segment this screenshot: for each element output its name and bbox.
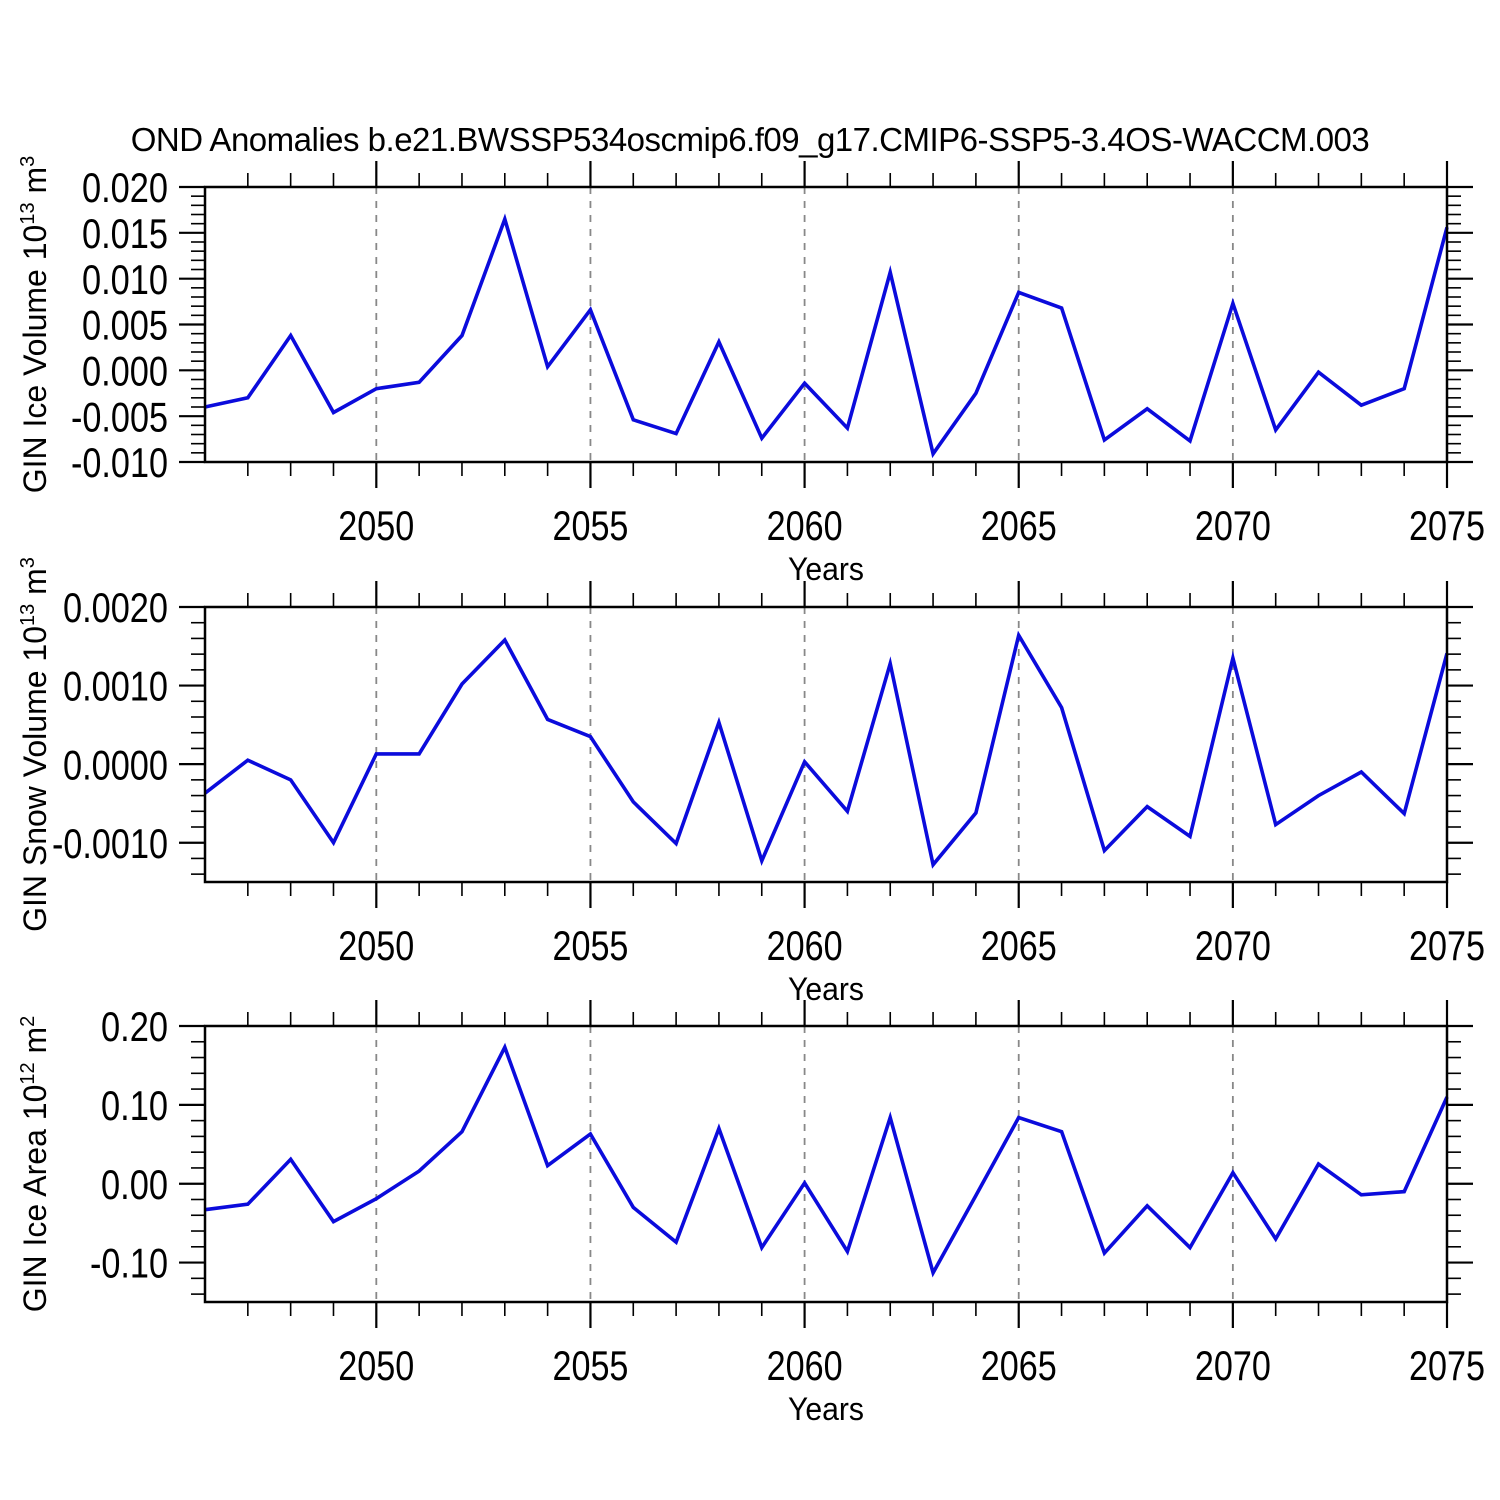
- y-axis-title: GIN Ice Volume 1013 m3: [17, 156, 53, 494]
- plot-border: [203, 605, 1449, 884]
- x-tick-label: 2070: [1195, 922, 1271, 969]
- x-tick-label: 2055: [552, 502, 628, 549]
- chart-gin-ice-area: 2050 2055 2060 2065 2070 2075 0.20 0.10 0.00 -0.1…: [17, 1000, 1485, 1427]
- x-tick-label: 2075: [1409, 922, 1485, 969]
- y-tick-label: 0.20: [101, 1003, 168, 1050]
- x-tick-label: 2060: [767, 1342, 843, 1389]
- x-tick-label: 2075: [1409, 1342, 1485, 1389]
- y-axis-title: GIN Snow Volume 1013 m3: [17, 557, 53, 932]
- y-tick-label: 0.0020: [63, 584, 168, 631]
- chart-gin-ice-volume: 2050 2055 2060 2065 2070 20750.0200.0150.0100…: [17, 156, 1485, 587]
- y-tick-label: -0.010: [71, 439, 168, 486]
- x-tick-label: 2065: [981, 922, 1057, 969]
- y-tick-label: -0.005: [71, 393, 168, 440]
- y-tick-label: 0.000: [82, 347, 168, 394]
- y-axis-title: GIN Ice Area 1012 m2: [17, 1016, 53, 1313]
- x-tick-label: 2065: [981, 1342, 1057, 1389]
- chart-line: [204, 213, 1449, 459]
- x-tick-label: 2055: [552, 922, 628, 969]
- y-tick-label: 0.00: [101, 1161, 168, 1208]
- x-tick-label: 2065: [981, 502, 1057, 549]
- y-tick-label: -0.10: [90, 1240, 168, 1287]
- x-axis-title: Years: [788, 1391, 864, 1427]
- x-tick-label: 2060: [767, 502, 843, 549]
- chart-gin-snow-volume: 2050 2055 2060 2065 2070 2075 0.0020 0.0010 0.00…: [17, 557, 1485, 1007]
- y-tick-label: 0.0000: [63, 741, 168, 788]
- x-tick-label: 2050: [338, 922, 414, 969]
- y-tick-label: 0.005: [82, 302, 168, 349]
- x-tick-label: 2070: [1195, 502, 1271, 549]
- y-tick-label: 0.10: [101, 1082, 168, 1129]
- x-axis-title: Years: [788, 551, 864, 587]
- x-tick-label: 2075: [1409, 502, 1485, 549]
- x-tick-label: 2050: [338, 1342, 414, 1389]
- chart-line: [204, 1042, 1449, 1278]
- page-title: OND Anomalies b.e21.BWSSP534oscmip6.f09_…: [130, 121, 1370, 158]
- y-tick-label: 0.0010: [63, 663, 168, 710]
- plot-border: [203, 1024, 1449, 1304]
- y-tick-label: 0.010: [82, 256, 168, 303]
- x-tick-label: 2055: [552, 1342, 628, 1389]
- x-axis-title: Years: [788, 971, 864, 1007]
- y-tick-label: -0.0010: [52, 820, 168, 867]
- x-tick-label: 2050: [338, 502, 414, 549]
- chart-line: [203, 630, 1449, 869]
- y-tick-label: 0.015: [82, 210, 168, 257]
- x-tick-label: 2070: [1195, 1342, 1271, 1389]
- plot-border: [203, 185, 1449, 464]
- y-tick-label: 0.020: [82, 164, 168, 211]
- x-tick-label: 2060: [767, 922, 843, 969]
